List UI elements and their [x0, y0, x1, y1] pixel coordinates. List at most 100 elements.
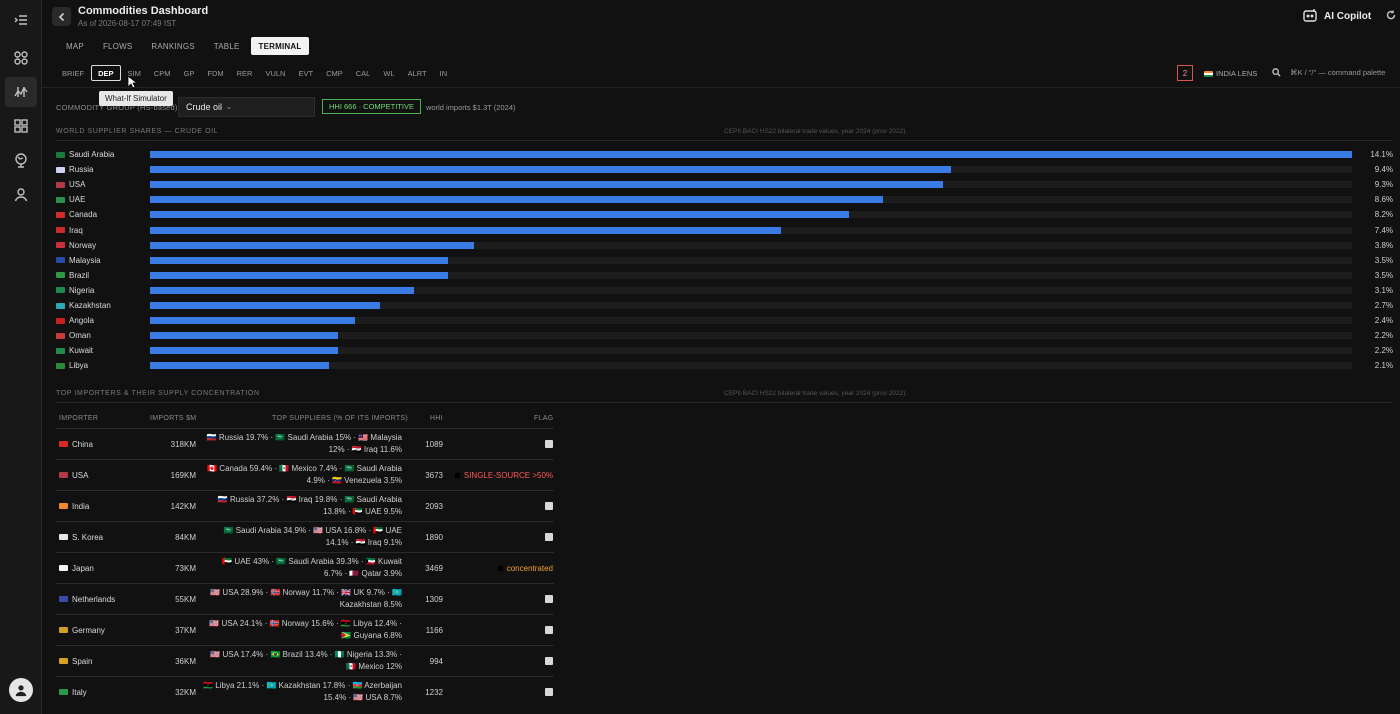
bar	[150, 271, 449, 279]
bar-value-label: 8.2%	[1374, 210, 1393, 220]
bar-value-label: 2.1%	[1374, 361, 1393, 371]
subtab-brief[interactable]: BRIEF	[62, 68, 85, 78]
bar-country: UAE	[56, 195, 150, 204]
bar-category-label: UAE	[69, 195, 86, 205]
subtab-wl[interactable]: WL	[383, 68, 395, 78]
table-row[interactable]: Germany 37KM 🇺🇸 USA 24.1% · 🇳🇴 Norway 15.6…	[56, 614, 554, 645]
bar	[150, 256, 449, 264]
alert-count-badge[interactable]: 2	[1177, 65, 1193, 81]
bar-country: Russia	[56, 165, 150, 174]
hhi-value: 994	[429, 656, 443, 666]
bar-country: Angola	[56, 316, 150, 325]
subtab-in[interactable]: IN	[439, 68, 448, 78]
bar-row: Nigeria 3.1%	[56, 283, 1393, 298]
grid-icon[interactable]	[5, 43, 37, 73]
flag-checkbox[interactable]	[545, 595, 553, 603]
flag-icon	[56, 166, 65, 173]
apps-icon[interactable]	[5, 111, 37, 141]
subtab-rer[interactable]: RER	[236, 68, 253, 78]
bar-value-label: 9.4%	[1374, 165, 1393, 175]
bar-category-label: Malaysia	[69, 255, 101, 265]
flag-checkbox[interactable]	[545, 688, 553, 696]
flag-icon	[59, 534, 68, 540]
imports-value: 142KM	[170, 501, 196, 511]
top-suppliers: 🇨🇦 Canada 59.4% · 🇲🇽 Mexico 7.4% · 🇸🇦 Sa…	[207, 464, 402, 485]
bar-category-label: Iraq	[69, 225, 83, 235]
table-row[interactable]: India 142KM 🇷🇺 Russia 37.2% · 🇮🇶 Iraq 19.8…	[56, 490, 554, 521]
imports-value: 55KM	[175, 594, 196, 604]
table-row[interactable]: Netherlands 55KM 🇺🇸 USA 28.9% · 🇳🇴 Norway …	[56, 583, 554, 614]
globe-icon[interactable]	[5, 145, 37, 175]
tab-rankings[interactable]: RANKINGS	[151, 41, 195, 51]
bar-track	[150, 196, 1352, 204]
table-row[interactable]: USA 169KM 🇨🇦 Canada 59.4% · 🇲🇽 Mexico 7.4%…	[56, 459, 554, 490]
subtab-cpm[interactable]: CPM	[153, 68, 171, 78]
user-icon[interactable]	[5, 180, 37, 210]
flag-icon	[56, 332, 65, 339]
imports-value: 169KM	[170, 470, 196, 480]
bar-track	[150, 271, 1352, 279]
bar-value-label: 2.4%	[1374, 316, 1393, 326]
flag-marker-icon	[454, 472, 460, 478]
flag-cell	[451, 584, 553, 614]
subtab-fdm[interactable]: FDM	[207, 68, 224, 78]
flag-cell: SINGLE-SOURCE >50%	[451, 460, 553, 490]
subtab-cmp[interactable]: CMP	[326, 68, 343, 78]
flag-checkbox[interactable]	[545, 502, 553, 510]
markets-icon[interactable]	[5, 77, 37, 107]
bar-category-label: Russia	[69, 165, 94, 175]
tab-table[interactable]: TABLE	[213, 41, 240, 51]
table-row[interactable]: S. Korea 84KM 🇸🇦 Saudi Arabia 34.9% · 🇺🇸 U…	[56, 521, 554, 552]
bar-country: Nigeria	[56, 286, 150, 295]
table-row[interactable]: Italy 32KM 🇱🇾 Libya 21.1% · 🇰🇿 Kazakhstan …	[56, 676, 554, 707]
bar-value-label: 14.1%	[1370, 150, 1393, 159]
refresh-icon[interactable]	[1386, 10, 1396, 20]
bar-row: Kuwait 2.2%	[56, 343, 1393, 358]
back-button[interactable]	[52, 7, 71, 26]
flag-checkbox[interactable]	[545, 533, 553, 541]
tab-flows[interactable]: FLOWS	[102, 41, 133, 51]
bar-country: Kazakhstan	[56, 301, 150, 310]
hhi-value: 3673	[425, 470, 443, 480]
subtab-dep[interactable]: DEP	[91, 65, 121, 81]
importer-cell: Germany	[59, 615, 105, 645]
bar-row: Norway 3.8%	[56, 238, 1393, 253]
bar-country: Saudi Arabia	[56, 150, 150, 159]
bar-track	[150, 347, 1352, 355]
importer-cell: Spain	[59, 646, 92, 676]
bar-track	[150, 211, 1352, 219]
avatar[interactable]	[9, 678, 33, 702]
subtab-alrt[interactable]: ALRT	[407, 68, 427, 78]
bar-country: Malaysia	[56, 256, 150, 265]
ai-copilot-button[interactable]: AI Copilot	[1302, 6, 1371, 26]
flag-checkbox[interactable]	[545, 440, 553, 448]
concentration-flag: concentrated	[506, 563, 553, 573]
command-palette-trigger[interactable]: ⌘K / "/" — command palette	[1272, 68, 1385, 77]
bar-value-label: 2.2%	[1374, 331, 1393, 341]
bar-country: USA	[56, 180, 150, 189]
bar-category-label: Norway	[69, 240, 97, 250]
subtab-cal[interactable]: CAL	[355, 68, 371, 78]
commodity-group-label: COMMODITY GROUP (HS-based)	[56, 103, 178, 112]
top-suppliers: 🇺🇸 USA 28.9% · 🇳🇴 Norway 11.7% · 🇬🇧 UK 9…	[210, 588, 402, 609]
subtab-gp[interactable]: GP	[183, 68, 195, 78]
commodity-select[interactable]: Crude oil ⌄	[178, 97, 315, 117]
subtab-vuln[interactable]: VULN	[265, 68, 286, 78]
flag-checkbox[interactable]	[545, 626, 553, 634]
india-lens-toggle[interactable]: INDIA LENS	[1204, 69, 1257, 78]
collapse-menu-icon[interactable]	[5, 5, 37, 35]
table-row[interactable]: Japan 73KM 🇦🇪 UAE 43% · 🇸🇦 Saudi Arabia 39…	[56, 552, 554, 583]
tab-map[interactable]: MAP	[66, 41, 84, 51]
table-row[interactable]: China 318KM 🇷🇺 Russia 19.7% · 🇸🇦 Saudi Ara…	[56, 428, 554, 459]
bar-row: Kazakhstan 2.7%	[56, 298, 1393, 313]
flag-checkbox[interactable]	[545, 657, 553, 665]
subtab-sim[interactable]: SIM	[127, 68, 141, 78]
tab-terminal[interactable]: TERMINAL	[250, 37, 310, 55]
bar	[150, 332, 338, 340]
bar-track	[150, 286, 1352, 294]
subtab-evt[interactable]: EVT	[298, 68, 314, 78]
left-rail	[0, 0, 42, 714]
top-suppliers: 🇦🇪 UAE 43% · 🇸🇦 Saudi Arabia 39.3% · 🇰🇼 …	[222, 557, 402, 578]
table-row[interactable]: Spain 36KM 🇺🇸 USA 17.4% · 🇧🇷 Brazil 13.4% …	[56, 645, 554, 676]
importer-name: Germany	[72, 625, 105, 635]
